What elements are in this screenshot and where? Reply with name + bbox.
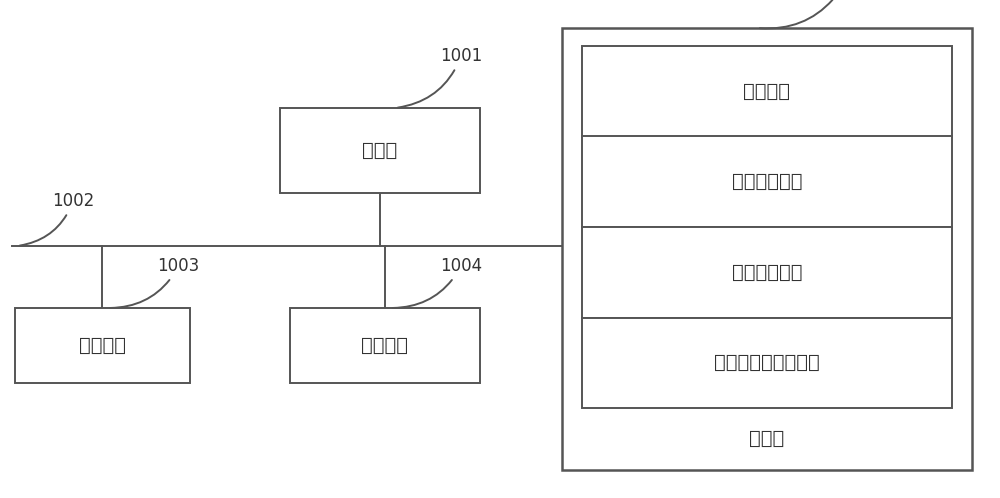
Text: 1002: 1002	[20, 192, 94, 246]
Bar	[280, 108, 480, 193]
Text: 用户接口模块: 用户接口模块	[732, 263, 802, 282]
Text: 网络通信模块: 网络通信模块	[732, 172, 802, 191]
Bar	[582, 227, 952, 318]
Text: 操作系统: 操作系统	[744, 82, 790, 101]
Bar	[290, 308, 480, 383]
Text: 1001: 1001	[398, 47, 482, 108]
Text: 网络接口: 网络接口	[361, 336, 408, 355]
Bar	[582, 136, 952, 227]
Bar	[582, 46, 952, 136]
Text: 用户接口: 用户接口	[79, 336, 126, 355]
Text: 1004: 1004	[393, 257, 482, 308]
Text: 存储器: 存储器	[749, 428, 785, 448]
Text: 虚拟机数据备份程序: 虚拟机数据备份程序	[714, 353, 820, 372]
Text: 1003: 1003	[110, 257, 200, 308]
Bar	[582, 318, 952, 408]
Bar	[562, 28, 972, 470]
Text: 1005: 1005	[760, 0, 864, 28]
Text: 处理器: 处理器	[362, 141, 398, 160]
Bar	[15, 308, 190, 383]
